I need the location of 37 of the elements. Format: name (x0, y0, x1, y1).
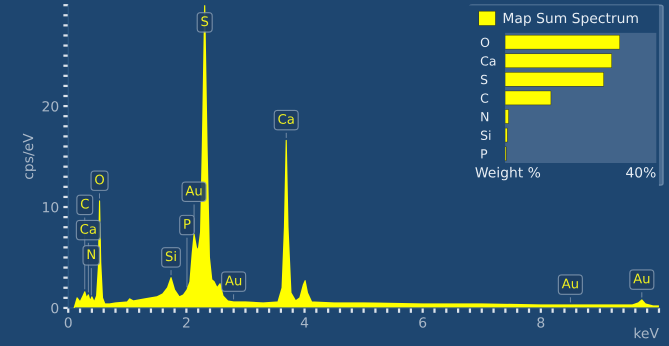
bar (505, 34, 620, 50)
y-tick-label: 20 (42, 101, 58, 112)
x-tick-label: 0 (64, 317, 72, 328)
x-axis-title: keV (634, 328, 659, 338)
y-tick-label: Ca (480, 56, 496, 66)
bar (505, 109, 509, 124)
y-tick-label: P (481, 149, 488, 158)
annotation: Ca (80, 224, 96, 234)
y-tick-label: 0 (51, 302, 58, 314)
y-tick-label: S (480, 74, 488, 84)
annotation: N (88, 249, 95, 259)
annotation: Au (562, 278, 578, 288)
y-tick-label: 10 (43, 202, 58, 212)
y-tick-label: N (481, 112, 488, 122)
annotation: O (95, 174, 104, 185)
x-tick-label: 6 (419, 317, 426, 328)
annotation: S (201, 16, 208, 26)
y-tick-label: O (480, 38, 490, 48)
annotation: C (80, 198, 89, 209)
x-tick-label: 4 (300, 317, 308, 328)
y-tick-label: Si (480, 130, 490, 140)
bar (505, 90, 552, 106)
legend-label: Map Sum Spectrum (504, 12, 638, 26)
y-axis-title: cps/eV (22, 133, 36, 180)
y-tick-label: C (480, 93, 488, 103)
bar (505, 54, 612, 68)
annotation: Si (166, 251, 176, 262)
annotation: Au (185, 186, 202, 196)
bar (505, 72, 604, 87)
annotation: Au (633, 274, 650, 284)
annotation: 40% (626, 167, 656, 178)
x-axis-title: Weight % (475, 166, 540, 180)
annotation: Au (225, 276, 242, 286)
annotation: Ca (278, 114, 294, 124)
x-tick-label: 8 (537, 317, 544, 328)
x-tick-label: 2 (182, 317, 190, 328)
annotation: P (184, 219, 191, 229)
